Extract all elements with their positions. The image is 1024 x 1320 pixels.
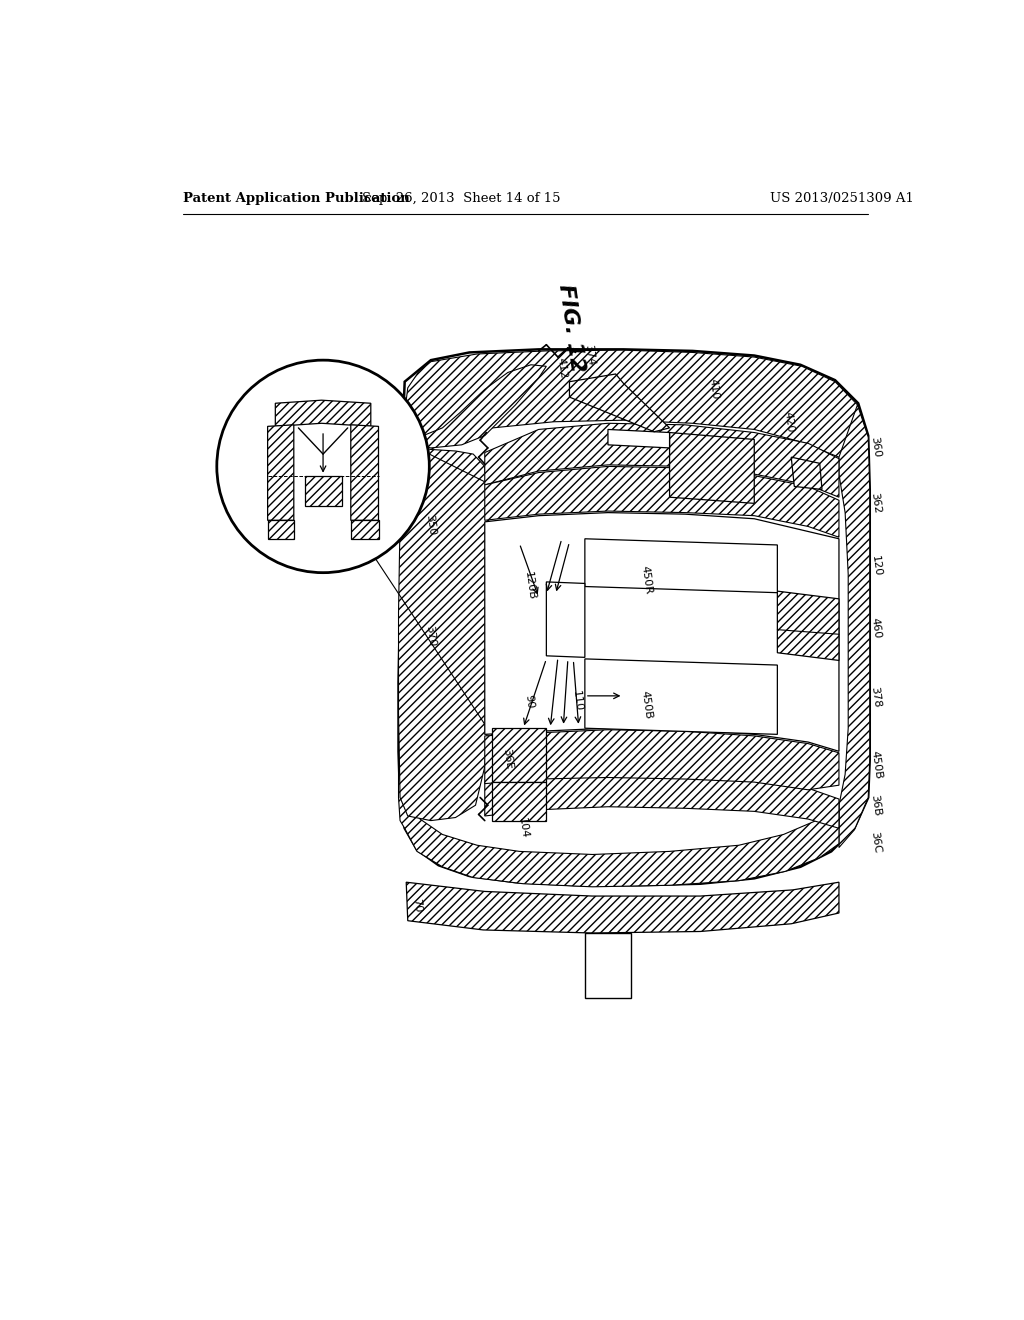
Polygon shape [484,466,839,537]
Polygon shape [275,400,371,426]
Circle shape [217,360,429,573]
Text: 360: 360 [869,436,883,458]
Polygon shape [484,512,839,751]
Text: 36C: 36C [869,830,883,854]
Text: Patent Application Publication: Patent Application Publication [183,191,410,205]
Polygon shape [585,659,777,734]
Text: 350: 350 [424,513,437,536]
Text: 90: 90 [523,694,536,710]
Text: 36E: 36E [502,748,514,770]
Polygon shape [403,350,868,474]
Polygon shape [403,364,547,447]
Text: 104: 104 [517,817,529,840]
Text: 420: 420 [782,411,796,433]
Polygon shape [351,520,379,539]
Polygon shape [608,429,670,447]
Text: 36B: 36B [360,413,378,437]
Text: 450B: 450B [640,690,653,719]
Polygon shape [351,425,379,520]
Text: 412: 412 [555,356,568,379]
Polygon shape [493,781,547,821]
Text: 362: 362 [869,492,883,515]
Text: 102: 102 [251,384,268,408]
Polygon shape [670,433,755,503]
Polygon shape [267,425,294,520]
Polygon shape [792,457,822,490]
Polygon shape [484,424,839,498]
Text: 90: 90 [292,376,305,387]
Text: 370: 370 [424,624,437,647]
Polygon shape [484,775,839,829]
Text: 120: 120 [869,556,883,578]
Polygon shape [839,405,869,847]
Text: 36E: 36E [295,440,311,462]
Text: 378: 378 [869,686,883,709]
Polygon shape [398,751,839,887]
Text: 70: 70 [411,898,423,913]
Text: 410: 410 [708,379,721,400]
Polygon shape [407,882,839,933]
Polygon shape [398,444,493,821]
Text: 460: 460 [869,616,883,639]
Polygon shape [585,539,777,593]
Text: FIG. 12: FIG. 12 [555,282,587,374]
Text: 94: 94 [316,560,330,570]
Text: 374: 374 [583,343,596,366]
Polygon shape [304,475,342,507]
Text: 450R: 450R [640,565,653,595]
Text: 120B: 120B [522,570,537,601]
Polygon shape [547,582,585,657]
Text: US 2013/0251309 A1: US 2013/0251309 A1 [770,191,913,205]
Polygon shape [267,520,294,539]
Polygon shape [484,730,839,789]
Text: 450B: 450B [869,750,883,780]
Text: 104: 104 [251,498,268,521]
Polygon shape [398,350,869,886]
Text: Sep. 26, 2013  Sheet 14 of 15: Sep. 26, 2013 Sheet 14 of 15 [362,191,561,205]
Text: 36B: 36B [869,793,883,817]
Polygon shape [585,933,631,998]
Polygon shape [493,729,547,781]
Polygon shape [569,374,670,432]
Polygon shape [777,591,839,660]
Text: 110: 110 [570,690,584,713]
